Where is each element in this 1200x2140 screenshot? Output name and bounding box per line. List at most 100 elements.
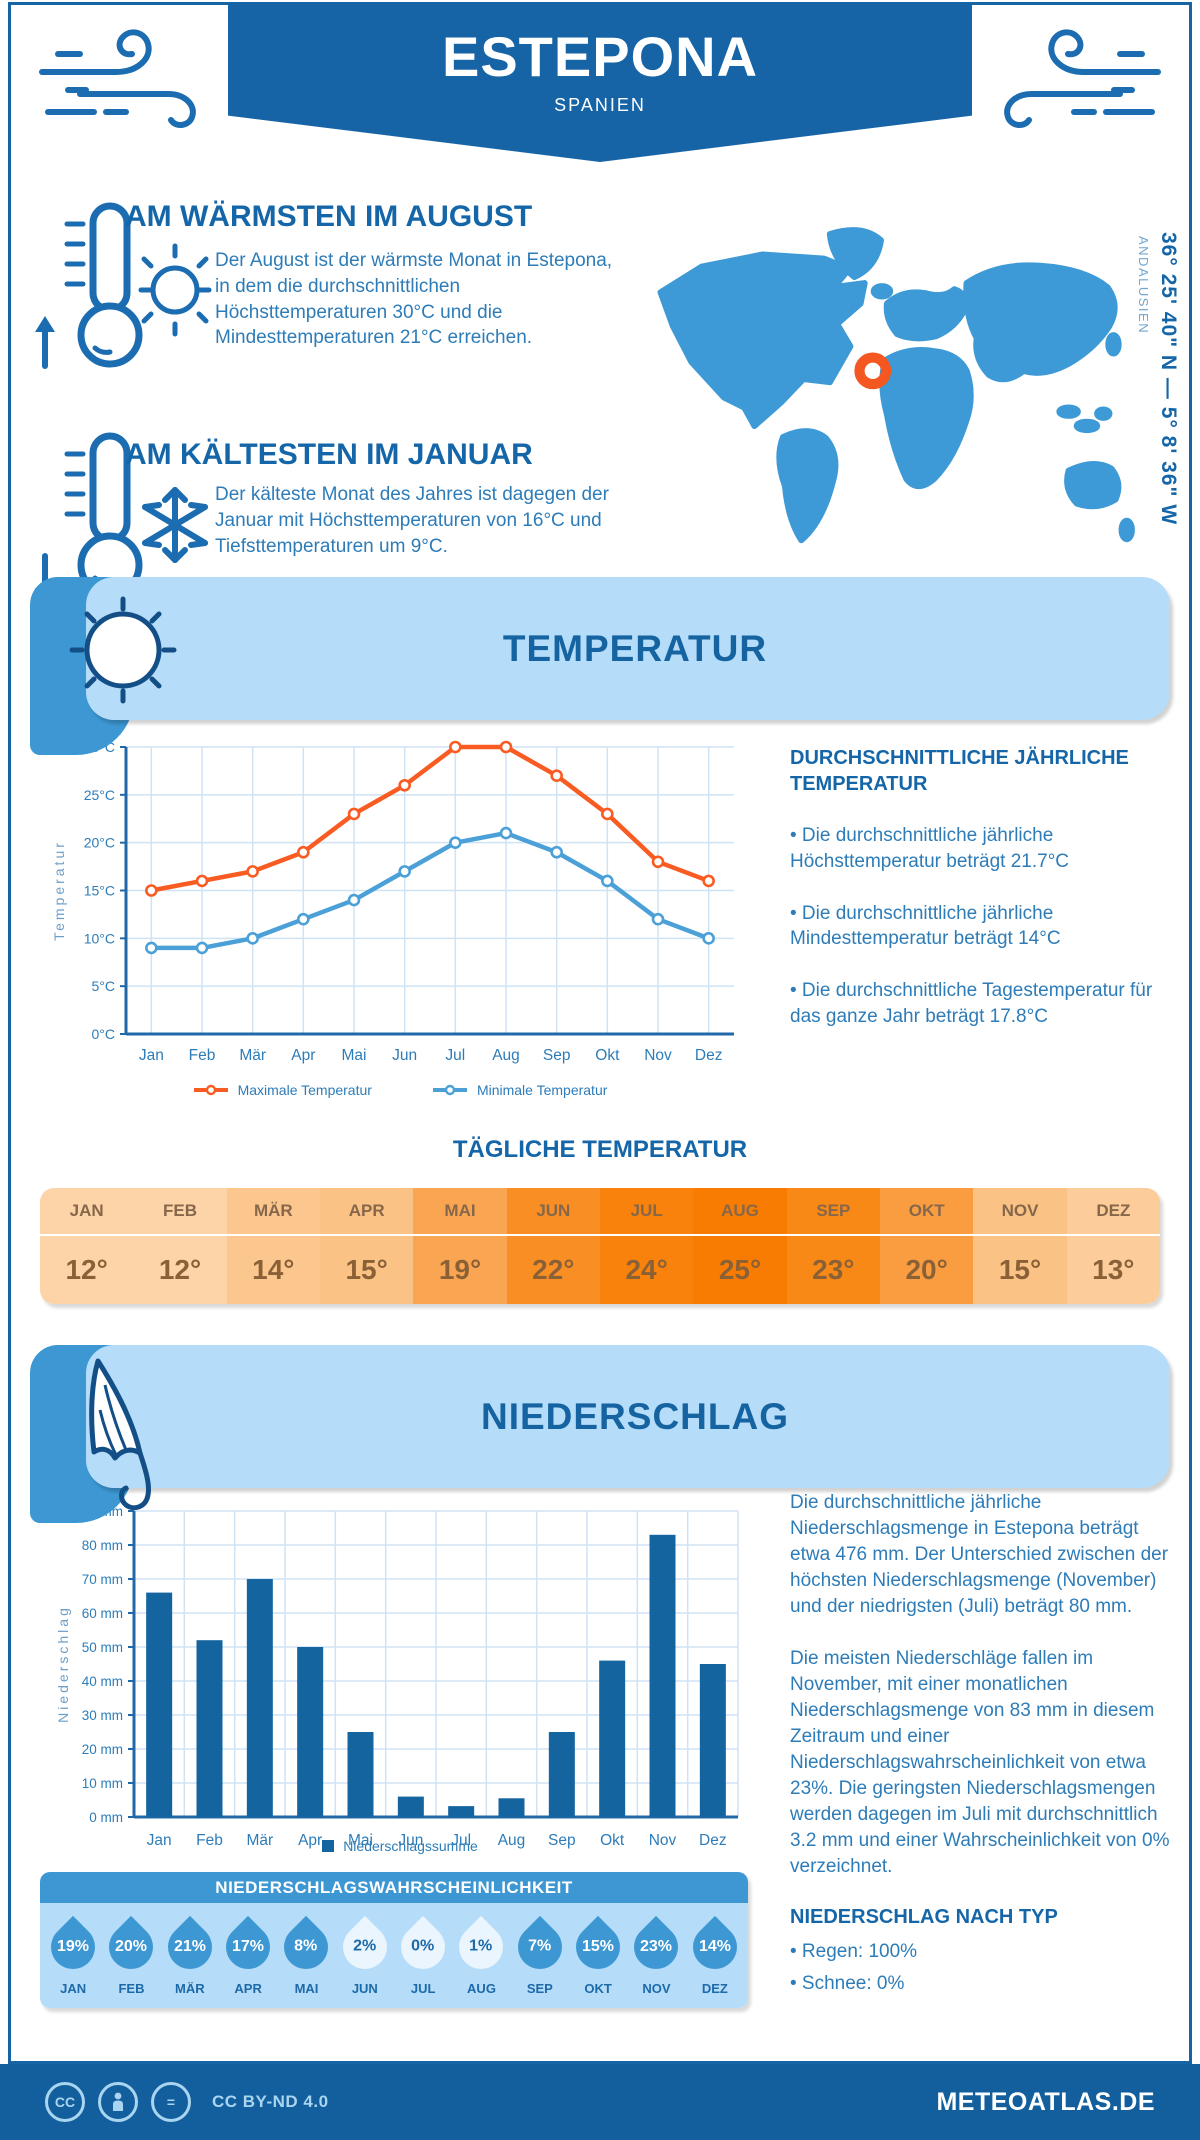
raindrop-icon: 1%	[450, 1915, 513, 1979]
page-title: ESTEPONA	[441, 25, 759, 88]
probability-month: AUG	[467, 1981, 496, 1996]
temperature-line-chart: 0°C5°C10°C15°C20°C25°C30°CJanFebMärAprMa…	[51, 739, 734, 1064]
raindrop-icon: 17%	[217, 1915, 280, 1979]
data-point	[246, 865, 259, 878]
daily-table-value: 20°	[880, 1236, 974, 1304]
probability-title: NIEDERSCHLAGSWAHRSCHEINLICHKEIT	[40, 1872, 748, 1903]
raindrop-icon: 14%	[683, 1915, 746, 1979]
x-tick-label: Sep	[548, 1832, 576, 1849]
probability-month: MÄR	[175, 1981, 205, 1996]
probability-month: OKT	[584, 1981, 612, 1996]
x-tick-label: Apr	[291, 1047, 315, 1064]
x-tick-label: Dez	[699, 1832, 727, 1849]
y-tick-label: 30 mm	[82, 1708, 123, 1723]
x-tick-label: Aug	[498, 1832, 526, 1849]
bar-Aug	[498, 1798, 525, 1817]
data-point	[347, 807, 361, 821]
probability-month: MAI	[294, 1981, 319, 1996]
daily-table-month: APR	[320, 1188, 414, 1236]
data-point	[347, 893, 361, 907]
probability-cell: 19% JAN	[42, 1915, 105, 1996]
data-point	[550, 769, 563, 783]
coldest-month-text: Der kälteste Monat des Jahres ist dagege…	[215, 484, 609, 557]
x-tick-label: Sep	[543, 1047, 571, 1064]
x-tick-label: Jun	[392, 1047, 417, 1064]
daily-table-month: MAI	[413, 1188, 507, 1236]
daily-table-month: JAN	[40, 1188, 134, 1236]
probability-value: 0%	[411, 1938, 435, 1955]
precipitation-probability-panel: NIEDERSCHLAGSWAHRSCHEINLICHKEIT 19% JAN …	[40, 1872, 748, 2008]
probability-month: JUN	[351, 1981, 378, 1996]
x-tick-label: Nov	[644, 1047, 672, 1064]
x-tick-label: Aug	[492, 1047, 520, 1064]
coldest-month-title: AM KÄLTESTEN IM JANUAR	[125, 438, 533, 471]
raindrop-icon: 15%	[567, 1915, 630, 1979]
data-point	[702, 932, 715, 945]
coordinates-label: 36° 25' 40" N — 5° 8' 36" W	[1157, 232, 1180, 526]
x-tick-label: Nov	[649, 1832, 677, 1849]
data-point	[601, 807, 614, 821]
raindrop-icon: 21%	[158, 1915, 221, 1979]
y-tick-label: 0 mm	[89, 1810, 123, 1825]
x-tick-label: Mär	[246, 1832, 273, 1849]
data-point	[195, 941, 209, 955]
daily-table-month: DEZ	[1066, 1188, 1160, 1236]
x-tick-label: Jul	[445, 1047, 465, 1064]
daily-temperature-table: JAN FEB MÄR APR MAI JUN JUL AUG SEP OKT NOV DEZ 12° 1…	[40, 1188, 1160, 1304]
data-point	[449, 740, 462, 754]
daily-table-month: JUN	[506, 1188, 600, 1236]
y-tick-label: 20 mm	[82, 1742, 123, 1757]
daily-table-month: JUL	[600, 1188, 694, 1236]
probability-month: JAN	[60, 1981, 87, 1996]
probability-cell: 21% MÄR	[158, 1915, 221, 1996]
raindrop-icon: 20%	[100, 1915, 163, 1979]
probability-value: 21%	[173, 1938, 206, 1955]
bar-Mär	[246, 1579, 273, 1817]
precipitation-paragraph: Die meisten Niederschläge fallen im Nove…	[790, 1648, 1170, 1878]
banner-background	[86, 577, 1170, 720]
world-map	[657, 227, 1135, 544]
data-point	[297, 912, 310, 926]
probability-value: 23%	[640, 1938, 673, 1955]
legend-item: Maximale Temperatur	[193, 1082, 372, 1098]
daily-table-value: 15°	[320, 1236, 414, 1304]
wind-icon	[39, 29, 196, 128]
x-tick-label: Jul	[451, 1832, 471, 1849]
data-point	[550, 845, 563, 859]
daily-table-value: 22°	[506, 1236, 600, 1304]
probability-cell: 2% JUN	[333, 1915, 396, 1996]
x-tick-label: Okt	[595, 1047, 620, 1064]
x-tick-label: Mär	[239, 1047, 266, 1064]
site-name: METEOATLAS.DE	[936, 2087, 1155, 2116]
daily-table-month: AUG	[693, 1188, 787, 1236]
x-tick-label: Jan	[147, 1832, 172, 1849]
legend-marker	[322, 1840, 335, 1852]
x-tick-label: Apr	[298, 1832, 322, 1849]
maximale-temperatur-line	[149, 744, 711, 893]
probability-drops: 19% JAN 20% FEB 21% MÄR 17% APR 8% MAI 2…	[40, 1903, 748, 2008]
data-point	[246, 932, 259, 945]
probability-value: 15%	[582, 1938, 615, 1955]
raindrop-icon: 19%	[42, 1915, 105, 1979]
x-tick-label: Feb	[189, 1047, 216, 1064]
bar-Mai	[347, 1732, 374, 1817]
probability-month: NOV	[642, 1981, 671, 1996]
probability-value: 1%	[469, 1938, 494, 1955]
probability-cell: 15% OKT	[567, 1915, 630, 1996]
precipitation-chart-legend: Niederschlagssumme	[120, 1838, 680, 1854]
location-marker	[854, 352, 892, 390]
legend-item: Niederschlagssumme	[322, 1838, 478, 1854]
bar-Jan	[146, 1592, 173, 1817]
probability-cell: 20% FEB	[100, 1915, 163, 1996]
probability-month: DEZ	[701, 1981, 728, 1996]
data-point	[651, 855, 665, 869]
y-tick-label: 10 mm	[82, 1776, 123, 1791]
raindrop-icon: 2%	[333, 1915, 396, 1979]
precipitation-bar-chart: 0 mm 10 mm 20 mm 30 mm 40 mm 50 mm 60 mm 70 mm 8…	[55, 1504, 739, 1849]
data-point	[449, 836, 462, 849]
footer: CC = CC BY-ND 4.0 METEOATLAS.DE	[0, 2064, 1200, 2140]
x-tick-label: Okt	[600, 1832, 625, 1849]
daily-table-month: OKT	[880, 1188, 974, 1236]
data-point	[398, 778, 411, 792]
